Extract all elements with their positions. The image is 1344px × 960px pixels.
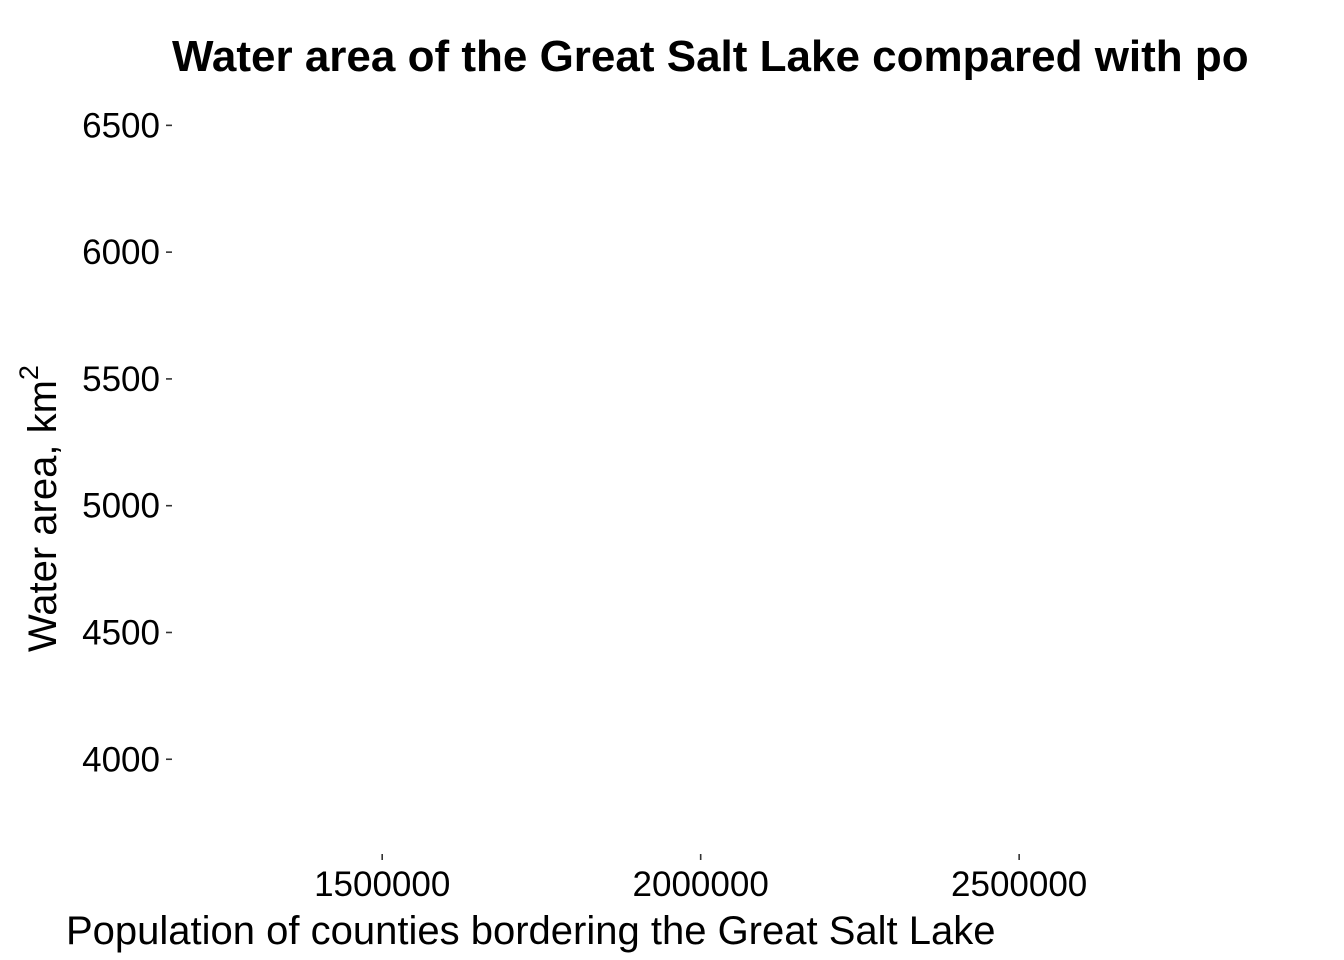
x-tick-label: 1500000 — [314, 865, 450, 904]
chart-title: Water area of the Great Salt Lake compar… — [172, 32, 1249, 81]
y-tick-label: 5500 — [82, 360, 160, 399]
x-tick-label: 2500000 — [951, 865, 1087, 904]
x-axis-label: Population of counties bordering the Gre… — [66, 909, 996, 953]
y-axis: 4000 4500 5000 5500 6000 6500 — [82, 106, 172, 779]
y-axis-label-text: Water area, km — [21, 380, 65, 652]
y-axis-label: Water area, km2 — [14, 365, 65, 652]
x-tick-label: 2000000 — [633, 865, 769, 904]
y-tick-label: 5000 — [82, 487, 160, 526]
y-tick-label: 6000 — [82, 233, 160, 272]
y-tick-label: 6500 — [82, 106, 160, 145]
y-axis-label-superscript: 2 — [14, 365, 44, 380]
y-tick-label: 4000 — [82, 740, 160, 779]
x-axis: 1500000 2000000 2500000 — [314, 854, 1087, 904]
y-tick-label: 4500 — [82, 613, 160, 652]
